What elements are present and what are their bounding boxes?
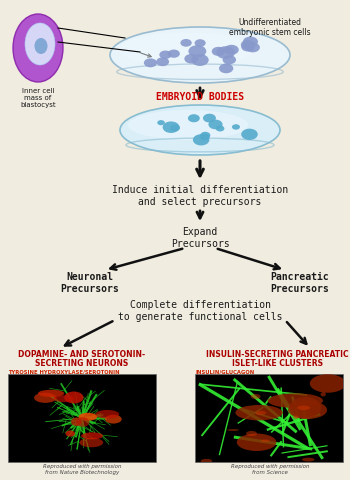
Ellipse shape <box>163 121 180 133</box>
Text: TYROSINE HYDROXYLASE/SEROTONIN: TYROSINE HYDROXYLASE/SEROTONIN <box>8 369 120 374</box>
Ellipse shape <box>38 390 64 397</box>
Ellipse shape <box>157 120 165 125</box>
Ellipse shape <box>208 120 223 129</box>
Bar <box>195 374 343 462</box>
Ellipse shape <box>96 410 119 419</box>
Bar <box>8 374 156 462</box>
Ellipse shape <box>79 438 103 447</box>
Ellipse shape <box>199 133 210 141</box>
Ellipse shape <box>223 55 236 64</box>
Text: Induce initial differentiation
and select precursors: Induce initial differentiation and selec… <box>112 185 288 206</box>
Ellipse shape <box>144 59 157 67</box>
Text: Pancreatic
Precursors: Pancreatic Precursors <box>271 272 329 294</box>
Ellipse shape <box>81 432 103 439</box>
Text: INSULIN/GLUCAGON: INSULIN/GLUCAGON <box>195 369 254 374</box>
Ellipse shape <box>184 54 198 63</box>
Ellipse shape <box>219 63 233 73</box>
Ellipse shape <box>310 374 346 393</box>
Text: SECRETING NEURONS: SECRETING NEURONS <box>35 359 129 368</box>
Ellipse shape <box>212 47 225 56</box>
Ellipse shape <box>193 134 209 145</box>
Ellipse shape <box>76 417 89 427</box>
Ellipse shape <box>241 129 258 140</box>
Text: Undifferentiated
embryonic stem cells: Undifferentiated embryonic stem cells <box>229 18 311 37</box>
Ellipse shape <box>261 440 270 442</box>
Ellipse shape <box>203 114 216 122</box>
Ellipse shape <box>201 459 212 463</box>
Ellipse shape <box>251 394 261 399</box>
Ellipse shape <box>168 49 180 58</box>
Ellipse shape <box>246 431 257 436</box>
Ellipse shape <box>288 401 327 419</box>
Ellipse shape <box>289 397 321 419</box>
Ellipse shape <box>243 36 258 47</box>
Ellipse shape <box>64 392 84 404</box>
Ellipse shape <box>302 457 315 461</box>
Text: Inner cell
mass of
blastocyst: Inner cell mass of blastocyst <box>20 88 56 108</box>
Ellipse shape <box>256 411 266 415</box>
Ellipse shape <box>293 415 299 419</box>
Ellipse shape <box>110 27 290 83</box>
Ellipse shape <box>188 114 200 122</box>
Text: EMBRYOID BODIES: EMBRYOID BODIES <box>156 92 244 102</box>
Ellipse shape <box>78 413 97 420</box>
Ellipse shape <box>65 431 75 437</box>
Ellipse shape <box>159 50 172 59</box>
Ellipse shape <box>232 124 240 130</box>
Ellipse shape <box>245 43 260 52</box>
Ellipse shape <box>216 46 235 59</box>
Ellipse shape <box>25 23 55 65</box>
Text: Expand
Precursors: Expand Precursors <box>171 227 229 249</box>
Ellipse shape <box>120 105 280 155</box>
Ellipse shape <box>241 42 254 51</box>
Ellipse shape <box>128 110 248 140</box>
Text: Reproduced with permission
from Science: Reproduced with permission from Science <box>231 464 309 475</box>
Text: Reproduced with permission
from Nature Biotechnology: Reproduced with permission from Nature B… <box>43 464 121 475</box>
Ellipse shape <box>195 39 206 47</box>
Ellipse shape <box>105 415 122 423</box>
Text: Complete differentiation
to generate functional cells: Complete differentiation to generate fun… <box>118 300 282 322</box>
Text: Neuronal
Precursors: Neuronal Precursors <box>61 272 119 294</box>
Ellipse shape <box>191 54 209 66</box>
Ellipse shape <box>200 132 210 139</box>
Text: DOPAMINE- AND SEROTONIN-: DOPAMINE- AND SEROTONIN- <box>19 350 146 359</box>
Ellipse shape <box>54 395 74 402</box>
Ellipse shape <box>119 33 254 66</box>
Ellipse shape <box>180 39 192 47</box>
Ellipse shape <box>224 45 239 55</box>
Ellipse shape <box>216 126 224 132</box>
Ellipse shape <box>236 405 283 420</box>
Text: INSULIN-SECRETING PANCREATIC: INSULIN-SECRETING PANCREATIC <box>206 350 348 359</box>
Ellipse shape <box>71 418 82 426</box>
Ellipse shape <box>35 38 48 54</box>
Ellipse shape <box>227 429 239 431</box>
Ellipse shape <box>156 57 169 66</box>
Ellipse shape <box>13 14 63 82</box>
Ellipse shape <box>237 433 276 451</box>
Ellipse shape <box>241 40 255 49</box>
Ellipse shape <box>34 393 57 403</box>
Ellipse shape <box>321 392 326 396</box>
Text: ISLET-LIKE CLUSTERS: ISLET-LIKE CLUSTERS <box>231 359 322 368</box>
Ellipse shape <box>268 393 323 408</box>
Ellipse shape <box>188 45 206 57</box>
Ellipse shape <box>170 124 180 132</box>
Ellipse shape <box>297 406 310 410</box>
